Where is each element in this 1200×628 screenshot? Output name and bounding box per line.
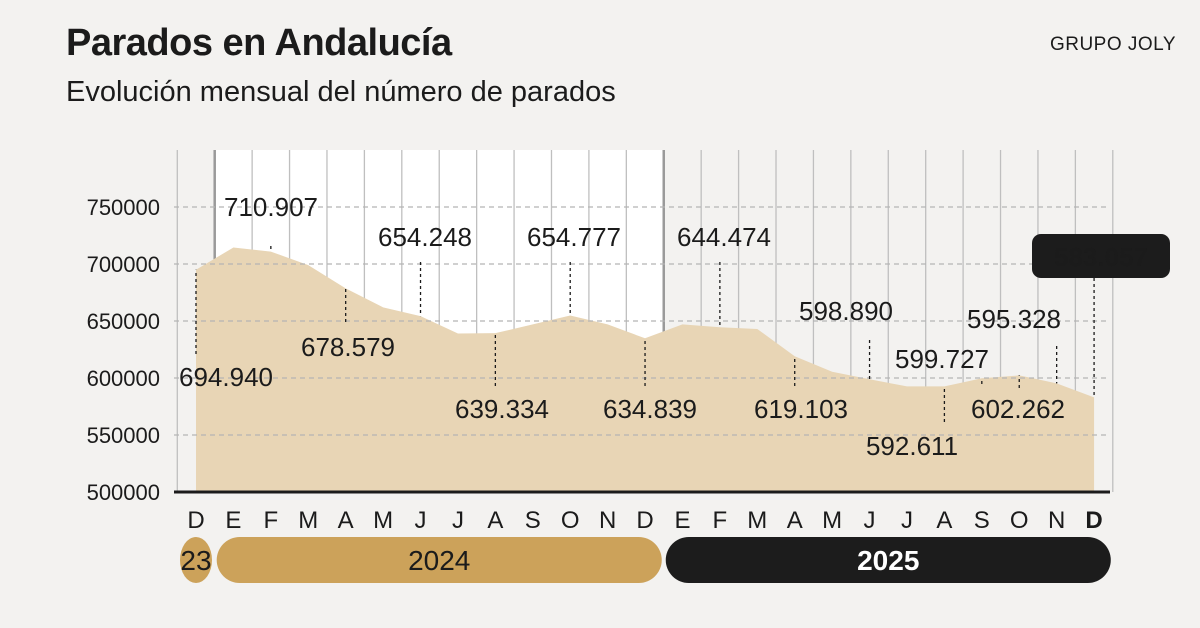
data-label: 599.727 [895,344,989,374]
data-label-highlight-box [1032,234,1170,278]
x-tick-label: E [674,507,690,534]
data-label: 694.940 [179,362,273,392]
data-label: 602.262 [971,394,1065,424]
data-label: 592.611 [866,431,958,461]
x-tick-label: S [525,507,541,534]
data-label: 644.474 [677,222,771,252]
x-tick-label: O [561,507,580,534]
x-tick-label: O [1010,507,1029,534]
x-tick-label: F [264,507,279,534]
x-tick-label: F [713,507,728,534]
data-label: 598.890 [799,296,893,326]
year-pill [180,537,212,583]
y-tick-label: 650000 [87,309,160,334]
data-label: 678.579 [301,332,395,362]
x-tick-label: D [187,507,204,534]
data-label: 654.777 [527,222,621,252]
area-series [196,247,1095,492]
data-label: 639.334 [455,394,549,424]
data-label: 710.907 [224,192,318,222]
x-tick-label: A [487,507,503,534]
data-label: 595.328 [967,304,1061,334]
y-tick-label: 550000 [87,423,160,448]
x-tick-label: A [338,507,354,534]
y-tick-label: 750000 [87,195,160,220]
data-label: 634.839 [603,394,697,424]
data-label: 583.057 [1054,242,1148,272]
x-tick-label: N [599,507,616,534]
year-pill [216,537,662,583]
x-tick-label: M [822,507,842,534]
x-tick-label: J [415,507,427,534]
x-tick-label: N [1048,507,1065,534]
x-tick-label: D [636,507,653,534]
x-tick-label: J [864,507,876,534]
x-tick-label: A [787,507,803,534]
year-pill-label: 2025 [857,545,919,576]
brand-name: GRUPO JOLY [1049,34,1176,55]
y-tick-label: 700000 [87,252,160,277]
x-tick-label: M [373,507,393,534]
year-pill-label: 23 [180,545,211,576]
x-tick-label: A [936,507,952,534]
x-tick-label: M [298,507,318,534]
x-tick-label: S [974,507,990,534]
data-label: 619.103 [754,394,848,424]
year-pill-label: 2024 [408,545,470,576]
chart-title: Parados en Andalucía [66,22,452,64]
year-pill [665,537,1111,583]
x-tick-label: D [1085,507,1102,534]
y-tick-label: 500000 [87,480,160,505]
x-tick-label: E [225,507,241,534]
y-tick-label: 600000 [87,366,160,391]
chart-subtitle: Evolución mensual del número de parados [66,76,616,108]
data-label: 654.248 [378,222,472,252]
x-tick-label: J [901,507,913,534]
x-tick-label: M [747,507,767,534]
x-tick-label: J [452,507,464,534]
